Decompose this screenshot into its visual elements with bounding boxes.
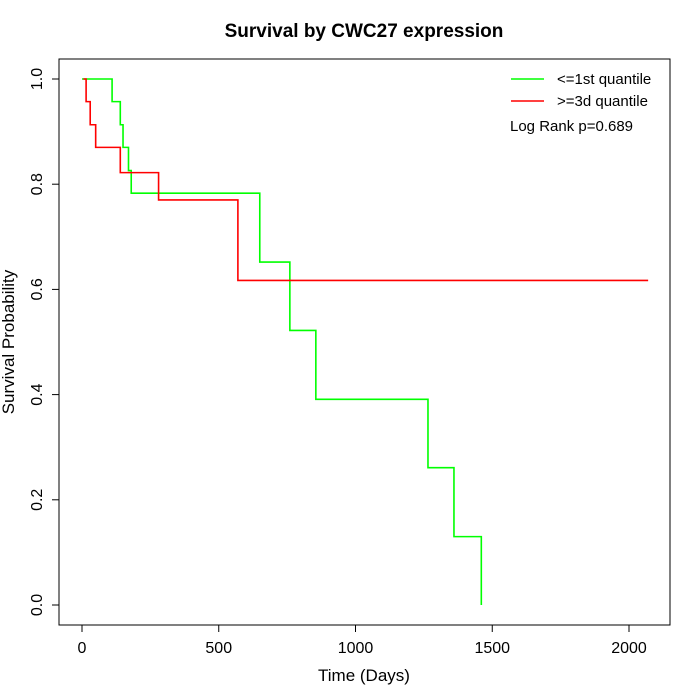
x-axis-label: Time (Days): [318, 666, 410, 685]
x-tick-label: 500: [205, 640, 232, 657]
x-tick-label: 2000: [611, 640, 647, 657]
chart-title: Survival by CWC27 expression: [225, 21, 504, 42]
y-tick-label: 0.4: [29, 383, 46, 405]
x-tick-label: 1000: [338, 640, 374, 657]
series-line-2: [83, 78, 649, 282]
legend-label: <=1st quantile: [557, 71, 651, 88]
y-tick-label: 0.0: [29, 594, 46, 616]
log-rank-annotation: Log Rank p=0.689: [510, 118, 633, 135]
y-tick-label: 0.2: [29, 489, 46, 511]
y-axis-label: Survival Probability: [0, 269, 18, 414]
x-tick-label: 1500: [474, 640, 510, 657]
y-tick-label: 1.0: [29, 68, 46, 90]
y-axis: 0.0 0.2 0.4 0.6 0.8 1.0: [29, 68, 60, 616]
y-tick-label: 0.6: [29, 278, 46, 300]
y-tick-label: 0.8: [29, 173, 46, 195]
x-tick-label: 0: [78, 640, 87, 657]
x-axis: 0 500 1000 1500 2000: [78, 624, 647, 657]
legend: <=1st quantile >=3d quantile: [511, 71, 651, 110]
series-line-1: [82, 78, 483, 605]
series-layer: [82, 78, 649, 605]
legend-label: >=3d quantile: [557, 93, 648, 110]
